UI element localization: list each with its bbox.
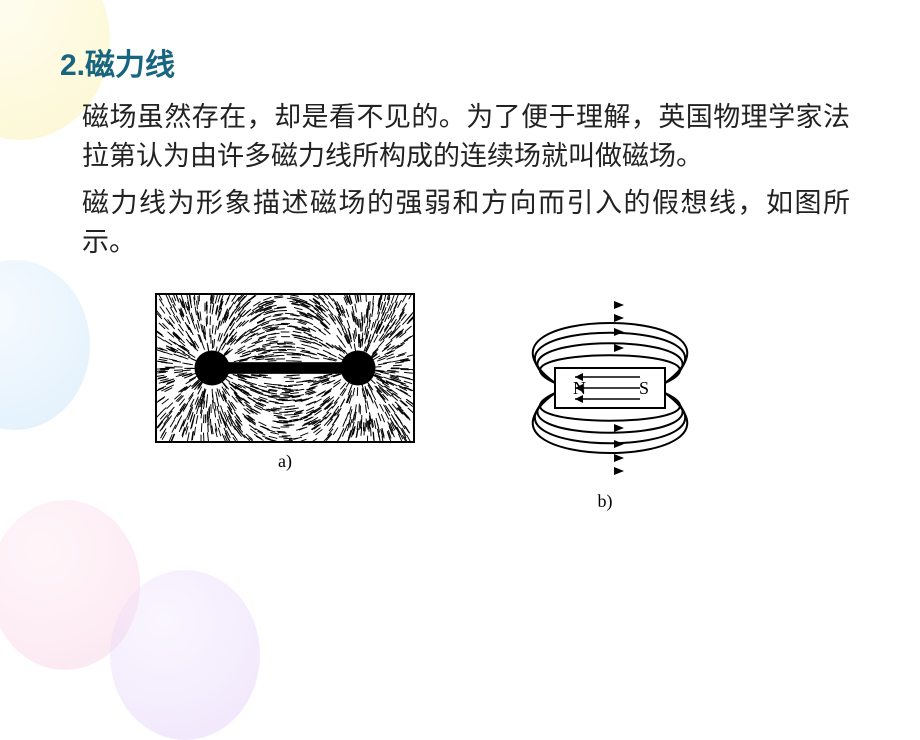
iron-filings-diagram [155, 293, 415, 443]
slide-content: 2.磁力线 磁场虽然存在，却是看不见的。为了便于理解，英国物理学家法拉第认为由许… [0, 0, 920, 532]
figure-a-caption: a) [155, 451, 415, 472]
figures-row: a) NS b) [60, 293, 850, 512]
heading: 2.磁力线 [60, 40, 850, 84]
figure-b-caption: b) [455, 491, 755, 512]
field-lines-diagram: NS [455, 293, 755, 483]
figure-b: NS b) [455, 293, 755, 512]
paragraph-2: 磁力线为形象描述磁场的强弱和方向而引入的假想线，如图所示。 [82, 184, 850, 262]
svg-text:S: S [639, 378, 649, 398]
paragraph-1: 磁场虽然存在，却是看不见的。为了便于理解，英国物理学家法拉第认为由许多磁力线所构… [82, 98, 850, 176]
decorative-balloon [110, 570, 260, 740]
figure-a: a) [155, 293, 415, 472]
